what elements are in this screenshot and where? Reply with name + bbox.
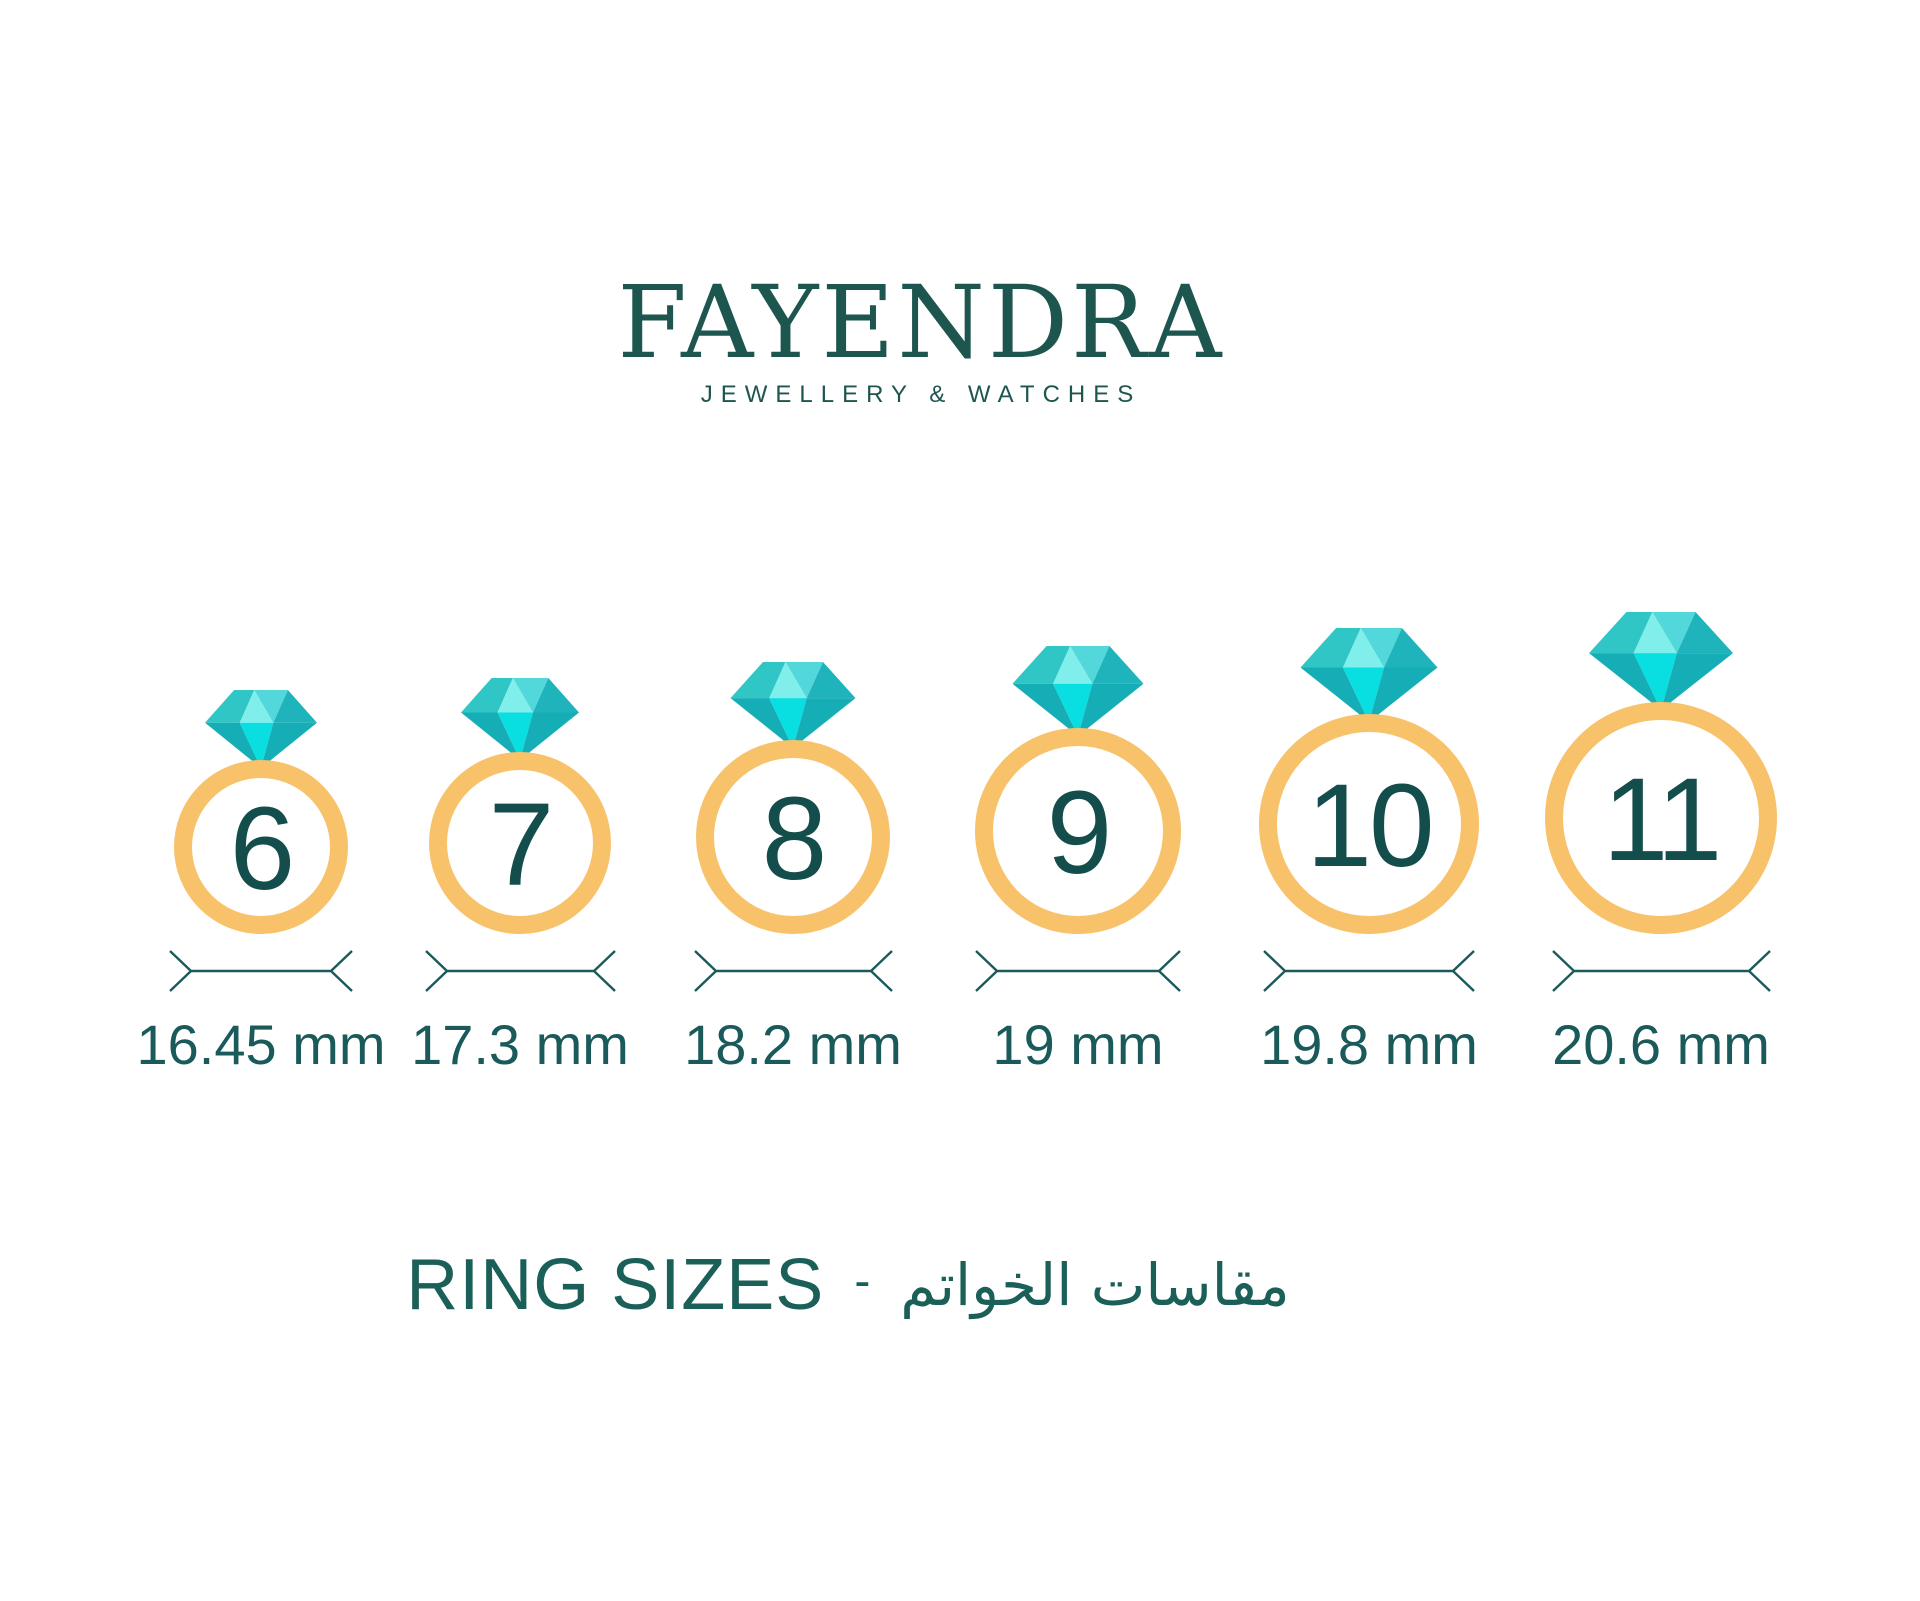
diamond-facet-crown-right [1652, 612, 1696, 654]
diamond-facet-crown-center [769, 662, 807, 699]
diamond-facet-crown-center [1053, 646, 1093, 684]
ring-band [975, 728, 1181, 934]
brand-logo: FAYENDRA JEWELLERY & WATCHES [0, 270, 1842, 409]
diamond-facet-pavilion-center [497, 712, 533, 760]
chart-title-separator: - [854, 1254, 871, 1308]
diameter-arrow-line [693, 950, 893, 992]
diamond-facet-crown-right [1070, 646, 1110, 684]
diamond-facet-crown-left [1012, 646, 1071, 684]
chart-title: RING SIZES - مقاسات الخواتم [0, 1244, 1696, 1326]
ring-size-number: 7 [489, 779, 552, 911]
diameter-label: 16.45 mm [136, 1013, 386, 1076]
ring-size-number: 9 [1047, 767, 1110, 899]
diamond-facet-pavilion-right [261, 722, 317, 768]
diamond-facet-pavilion-center [239, 722, 274, 768]
diameter-arrow [1263, 950, 1475, 992]
diamond-facet-crown-far-right [806, 662, 856, 699]
diamond-facet-crown-far-right [1676, 612, 1733, 654]
diamond-facet-crown-right [512, 678, 549, 713]
ring-band [696, 740, 890, 934]
diamond-facet-crown-left [730, 662, 786, 699]
diamond-facet-crown-left [461, 678, 513, 713]
diamond-facet-pavilion-right [520, 712, 579, 760]
diamond-facet-pavilion-center [1342, 667, 1385, 722]
brand-tagline: JEWELLERY & WATCHES [700, 381, 1142, 408]
diameter-arrow-line [1263, 950, 1475, 992]
diameter-label: 19 mm [992, 1013, 1164, 1076]
diamond-facet-crown-center [239, 690, 274, 723]
ring-graphic-size-8: 8 [696, 662, 890, 934]
ring-graphic-size-7: 7 [429, 678, 611, 934]
diameter-arrow [424, 950, 616, 992]
diameter-arrow [1551, 950, 1771, 992]
diamond-facet-crown-right [785, 662, 823, 699]
diamond-facet-pavilion-left [461, 712, 520, 760]
brand-name: FAYENDRA [617, 264, 1225, 381]
diamond-facet-crown-center [497, 678, 533, 713]
diamond-facet-crown-right [254, 690, 288, 723]
diameter-label: 19.8 mm [1260, 1013, 1478, 1076]
ring-band [429, 752, 611, 934]
diameter-arrow-line [1551, 950, 1771, 992]
diamond-facet-crown-center [1342, 628, 1385, 668]
diamond-icon [205, 690, 317, 768]
diamond-facet-crown-far-right [1384, 628, 1438, 668]
diamond-icon [730, 662, 856, 748]
diamond-icon [1012, 646, 1144, 736]
ring-graphic-size-6: 6 [174, 690, 348, 934]
diameter-arrow [169, 950, 353, 992]
diamond-facet-pavilion-right [1369, 667, 1438, 722]
diamond-facet-pavilion-left [1300, 667, 1369, 722]
ring-graphic-size-11: 11 [1545, 612, 1777, 934]
ring-graphic-size-9: 9 [975, 646, 1181, 934]
diamond-facet-pavilion-right [1661, 653, 1733, 710]
ring-size-number: 10 [1306, 760, 1431, 892]
ring-band [1259, 714, 1479, 934]
ring-graphic-size-10: 10 [1259, 628, 1479, 934]
diamond-facet-pavilion-center [769, 698, 807, 748]
diamond-facet-crown-right [1360, 628, 1402, 668]
diameter-arrow-line [424, 950, 616, 992]
chart-title-english: RING SIZES [406, 1245, 825, 1325]
diameter-label: 20.6 mm [1552, 1013, 1770, 1076]
ring-band [174, 760, 348, 934]
ring-size-number: 6 [230, 783, 293, 915]
diameter-arrow [975, 950, 1181, 992]
diamond-facet-pavilion-center [1633, 653, 1677, 710]
chart-title-arabic: مقاسات الخواتم [900, 1251, 1290, 1319]
diameter-arrow [693, 950, 893, 992]
ring-band [1545, 702, 1777, 934]
diamond-facet-crown-left [1300, 628, 1361, 668]
diameter-arrow-line [975, 950, 1181, 992]
diamond-facet-pavilion-left [1589, 653, 1661, 710]
diamond-facet-crown-far-right [532, 678, 579, 713]
ring-size-number: 8 [762, 773, 825, 905]
diameter-label: 18.2 mm [684, 1013, 902, 1076]
diameter-label: 17.3 mm [411, 1013, 629, 1076]
ring-size-number: 11 [1603, 754, 1720, 886]
diamond-facet-crown-left [205, 690, 255, 723]
diameter-arrow-line [169, 950, 353, 992]
diamond-icon [1300, 628, 1438, 722]
diamond-icon [1589, 612, 1733, 710]
diamond-facet-pavilion-center [1053, 683, 1093, 736]
diamond-icon [461, 678, 579, 760]
diamond-facet-crown-left [1589, 612, 1653, 654]
diamond-facet-crown-center [1633, 612, 1677, 654]
